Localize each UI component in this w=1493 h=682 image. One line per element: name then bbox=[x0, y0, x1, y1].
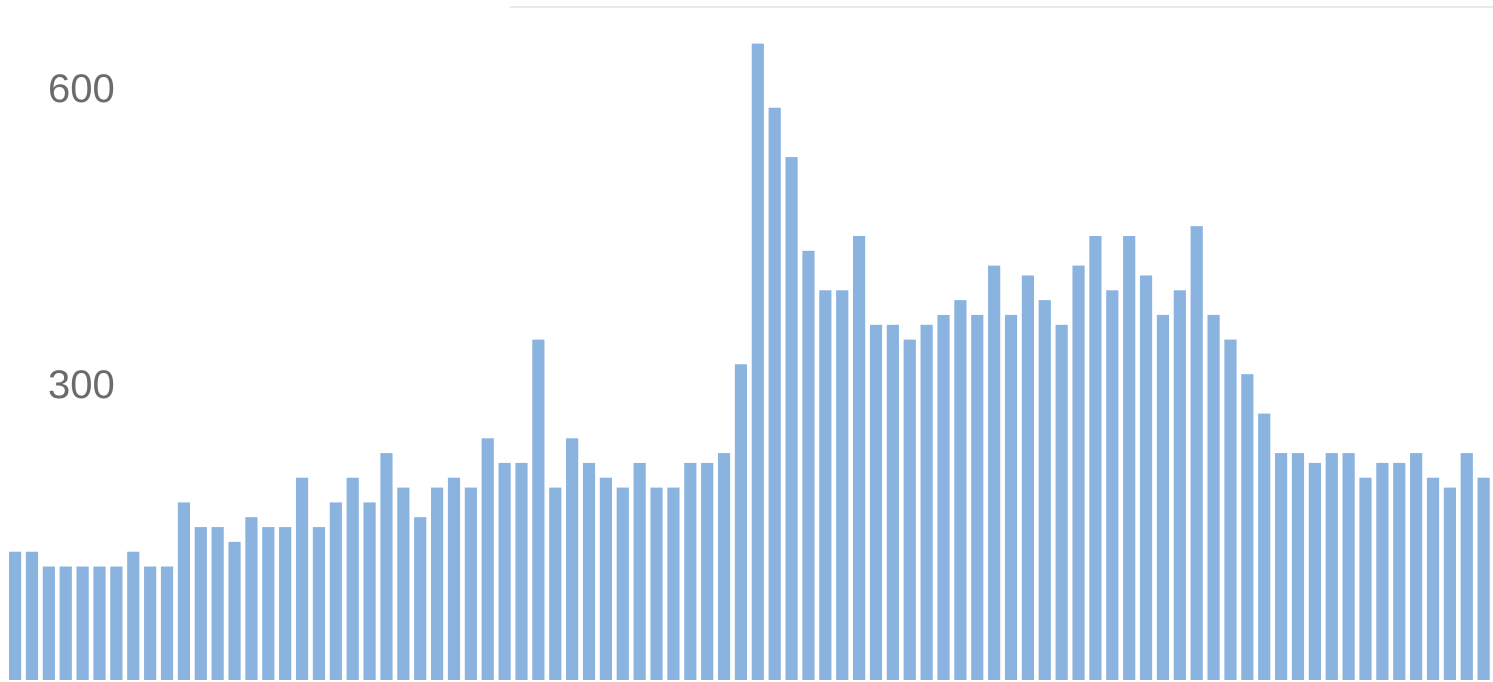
bar-11 bbox=[177, 502, 190, 680]
bar-59 bbox=[988, 265, 1001, 680]
bar-77 bbox=[1291, 453, 1305, 680]
bar-76 bbox=[1275, 453, 1288, 680]
y-tick-label-600: 600 bbox=[48, 67, 115, 111]
bar-5 bbox=[76, 566, 89, 680]
bars-group bbox=[9, 43, 1490, 681]
bar-65 bbox=[1089, 236, 1102, 680]
bar-64 bbox=[1072, 265, 1085, 680]
bar-66 bbox=[1106, 290, 1119, 680]
bar-27 bbox=[447, 477, 461, 680]
bar-40 bbox=[667, 487, 680, 680]
bar-43 bbox=[717, 453, 731, 680]
y-tick-label-300: 300 bbox=[48, 363, 115, 407]
bar-37 bbox=[616, 487, 629, 680]
bar-81 bbox=[1359, 477, 1372, 680]
bar-28 bbox=[464, 487, 477, 680]
bar-54 bbox=[903, 339, 916, 680]
bar-7 bbox=[110, 566, 123, 680]
bar-84 bbox=[1410, 453, 1423, 680]
bar-67 bbox=[1123, 236, 1136, 680]
bar-72 bbox=[1207, 314, 1220, 680]
bar-47 bbox=[785, 157, 798, 680]
bar-42 bbox=[701, 462, 714, 680]
bar-53 bbox=[886, 324, 899, 680]
bar-68 bbox=[1139, 275, 1153, 680]
bar-20 bbox=[329, 502, 342, 680]
bar-16 bbox=[262, 527, 275, 680]
bar-4 bbox=[59, 566, 72, 680]
bar-41 bbox=[684, 462, 697, 680]
bar-17 bbox=[279, 527, 292, 680]
bar-2 bbox=[25, 551, 39, 680]
bar-63 bbox=[1055, 324, 1068, 680]
bar-9 bbox=[144, 566, 157, 680]
bar-6 bbox=[93, 566, 106, 680]
bar-29 bbox=[481, 438, 494, 680]
bar-23 bbox=[380, 453, 393, 680]
bar-24 bbox=[397, 487, 410, 680]
bar-32 bbox=[532, 339, 545, 680]
bar-48 bbox=[802, 250, 815, 681]
bar-61 bbox=[1021, 275, 1034, 680]
bar-79 bbox=[1325, 453, 1338, 680]
bar-8 bbox=[127, 551, 140, 680]
bar-69 bbox=[1156, 314, 1170, 680]
bar-70 bbox=[1173, 290, 1186, 680]
bar-74 bbox=[1241, 374, 1254, 680]
bar-1 bbox=[9, 551, 22, 680]
bar-87 bbox=[1460, 453, 1473, 680]
bar-34 bbox=[566, 438, 579, 680]
bar-51 bbox=[853, 236, 866, 680]
bar-10 bbox=[160, 566, 174, 680]
bar-39 bbox=[650, 487, 663, 680]
bar-15 bbox=[245, 517, 258, 680]
bar-18 bbox=[295, 477, 309, 680]
bar-22 bbox=[363, 502, 376, 680]
bar-78 bbox=[1308, 462, 1321, 680]
bar-55 bbox=[920, 324, 933, 680]
bar-25 bbox=[414, 517, 427, 680]
bar-30 bbox=[498, 462, 511, 680]
bar-58 bbox=[971, 314, 984, 680]
bar-50 bbox=[836, 290, 849, 680]
bar-83 bbox=[1393, 462, 1406, 680]
bar-82 bbox=[1376, 462, 1389, 680]
bar-86 bbox=[1443, 487, 1456, 680]
bar-21 bbox=[346, 477, 359, 680]
bar-71 bbox=[1190, 226, 1203, 680]
bar-12 bbox=[194, 527, 207, 680]
bar-3 bbox=[42, 566, 55, 680]
bar-62 bbox=[1038, 300, 1051, 680]
bar-88 bbox=[1477, 477, 1490, 680]
bar-44 bbox=[734, 364, 748, 680]
bar-31 bbox=[515, 462, 528, 680]
bar-73 bbox=[1224, 339, 1237, 680]
bar-75 bbox=[1258, 413, 1271, 680]
bar-19 bbox=[312, 527, 326, 680]
bar-80 bbox=[1342, 453, 1355, 680]
bar-57 bbox=[954, 300, 967, 680]
bar-13 bbox=[211, 527, 224, 680]
bar-85 bbox=[1426, 477, 1440, 680]
bar-52 bbox=[869, 324, 883, 680]
bar-46 bbox=[768, 107, 781, 681]
bar-56 bbox=[937, 314, 950, 680]
bar-38 bbox=[633, 462, 646, 680]
bar-14 bbox=[228, 541, 241, 680]
bar-35 bbox=[582, 462, 596, 680]
y-axis-ticks: 300 600 bbox=[48, 67, 115, 407]
bar-33 bbox=[549, 487, 562, 680]
bar-49 bbox=[819, 290, 832, 680]
bar-60 bbox=[1004, 314, 1018, 680]
bar-36 bbox=[599, 477, 612, 680]
bar-26 bbox=[431, 487, 444, 680]
bar-45 bbox=[751, 43, 764, 681]
